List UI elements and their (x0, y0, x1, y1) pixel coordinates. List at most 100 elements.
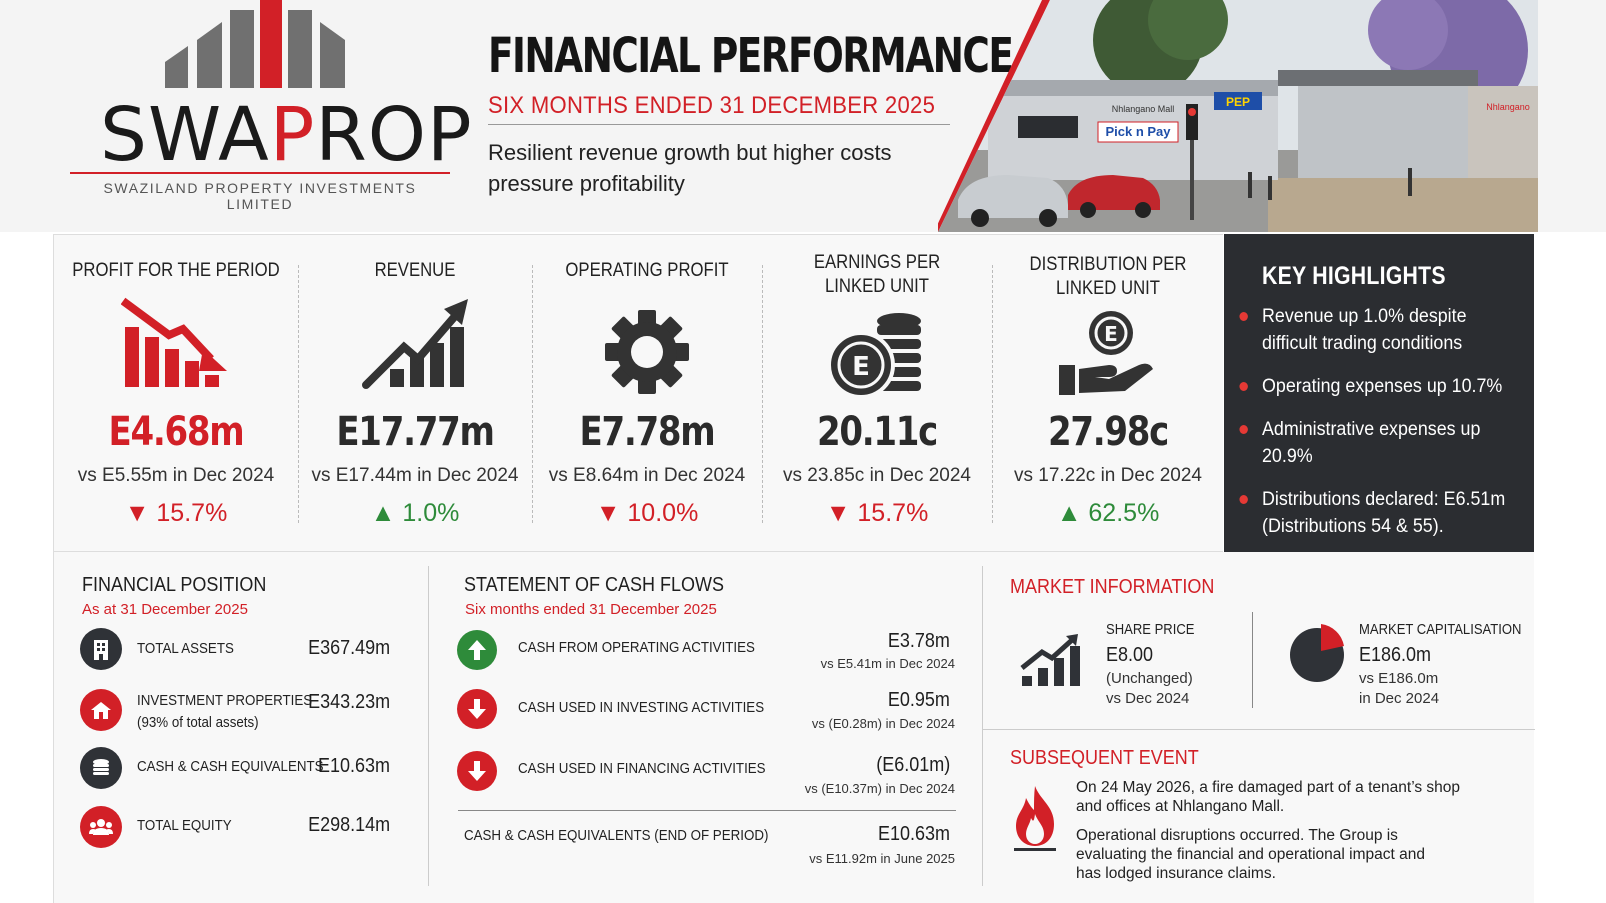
metric-label: OPERATING PROFIT (546, 259, 748, 283)
highlight-item: Operating expenses up 10.7% (1239, 373, 1525, 400)
market-cap-label: MARKET CAPITALISATION (1359, 622, 1522, 638)
investment-properties-note: (93% of total assets) (137, 715, 259, 731)
cash-financing-label: CASH USED IN FINANCING ACTIVITIES (518, 761, 766, 777)
tagline: Resilient revenue growth but higher cost… (488, 137, 958, 199)
share-price-chart-icon (1020, 634, 1080, 686)
total-assets-value: E367.49m (307, 637, 390, 659)
metric-earnings-per-linked-unit: EARNINGS PER LINKED UNIT E 20.11c vs 23.… (762, 235, 992, 553)
metric-compare: vs E17.44m in Dec 2024 (311, 465, 519, 486)
hand-coin-icon: E (1059, 311, 1153, 395)
investment-properties-value: E343.23m (307, 691, 390, 713)
key-metrics-panel: PROFIT FOR THE PERIOD E4.68m vs E5.55m i… (53, 234, 1223, 552)
metric-change-value: 10.0% (627, 499, 699, 527)
total-assets-label: TOTAL ASSETS (137, 641, 234, 657)
metric-label-line-2: LINKED UNIT (824, 276, 930, 297)
cash-operating-compare: vs E5.41m in Dec 2024 (820, 656, 955, 671)
title-block: FINANCIAL PERFORMANCE SIX MONTHS ENDED 3… (488, 28, 1014, 199)
financial-position-title: FINANCIAL POSITION (82, 574, 267, 596)
metric-revenue: REVENUE E17.77m vs E17.44m in Dec 2024 ▲… (298, 235, 532, 553)
market-cap-value: E186.0m (1359, 644, 1432, 666)
key-highlights-panel: KEY HIGHLIGHTS Revenue up 1.0% despite d… (1224, 234, 1534, 552)
metric-change-value: 15.7% (156, 499, 228, 527)
metric-change: ▲ 1.0% (298, 499, 532, 528)
metric-value: E4.68m (108, 409, 245, 455)
metric-change-value: 1.0% (402, 499, 460, 527)
metric-change: ▼ 15.7% (762, 499, 992, 528)
brand-wordmark: SWAPROP (100, 92, 472, 178)
metric-divider (992, 265, 993, 523)
coins-icon (80, 747, 122, 789)
market-information-title: MARKET INFORMATION (1010, 576, 1215, 598)
cash-financing-value: (E6.01m) (875, 754, 950, 776)
arrow-up-icon (457, 630, 497, 670)
metric-label: PROFIT FOR THE PERIOD (69, 259, 284, 283)
investment-properties-label: INVESTMENT PROPERTIES (137, 693, 313, 709)
title-divider (488, 124, 950, 125)
event-para2-line-3: has lodged insurance claims. (1076, 865, 1276, 882)
metric-profit: PROFIT FOR THE PERIOD E4.68m vs E5.55m i… (54, 235, 298, 553)
cash-financing-compare: vs (E10.37m) in Dec 2024 (804, 781, 955, 796)
swaprop-logo: SWAPROP SWAZILAND PROPERTY INVESTMENTS L… (60, 0, 472, 220)
market-cap-note: vs E186.0m in Dec 2024 (1359, 669, 1499, 709)
metric-label: EARNINGS PER LINKED UNIT (776, 251, 978, 299)
gear-icon (605, 310, 689, 394)
page-subtitle: SIX MONTHS ENDED 31 DECEMBER 2025 (488, 92, 936, 119)
cash-flows-title: STATEMENT OF CASH FLOWS (464, 574, 725, 596)
metric-label: REVENUE (312, 259, 518, 283)
metric-divider (298, 265, 299, 523)
event-para1-line-1: On 24 May 2026, a fire damaged part of a… (1076, 779, 1461, 796)
people-icon (80, 806, 122, 848)
picknpay-sign: Pick n Pay (1105, 124, 1171, 139)
highlight-item: Revenue up 1.0% despite difficult tradin… (1239, 303, 1525, 357)
metric-distribution-per-linked-unit: DISTRIBUTION PER LINKED UNIT E 27.98c vs… (992, 235, 1224, 553)
market-cap-note-line-1: vs E186.0m (1359, 670, 1439, 687)
key-highlights-title: KEY HIGHLIGHTS (1262, 262, 1446, 290)
svg-text:E: E (852, 352, 870, 382)
house-icon (80, 689, 122, 731)
metric-change: ▼ 15.7% (54, 499, 298, 528)
metric-label-line-2: LINKED UNIT (1055, 278, 1161, 299)
metric-change: ▼ 10.0% (532, 499, 762, 528)
event-para2-line-2: evaluating the financial and operational… (1076, 846, 1425, 863)
share-price-note-line-1: (Unchanged) (1106, 670, 1193, 687)
market-cap-note-line-2: in Dec 2024 (1359, 690, 1440, 707)
metric-divider (532, 265, 533, 523)
share-price-value: E8.00 (1106, 644, 1154, 666)
cash-end-compare: vs E11.92m in June 2025 (809, 851, 955, 866)
building-icon (80, 628, 122, 670)
market-divider (1252, 612, 1253, 708)
metric-label-line-1: PROFIT FOR THE PERIOD (72, 260, 280, 281)
column-divider (428, 566, 429, 886)
metric-change-value: 15.7% (857, 499, 929, 527)
share-price-note-line-2: vs Dec 2024 (1106, 690, 1190, 707)
arrow-down-icon (457, 689, 497, 729)
cash-equivalents-value: E10.63m (317, 755, 390, 777)
cash-operating-value: E3.78m (887, 630, 950, 652)
market-cap-pie-icon (1290, 624, 1344, 682)
subsequent-event-title: SUBSEQUENT EVENT (1010, 747, 1199, 769)
subsequent-event-paragraph-2: Operational disruptions occurred. The Gr… (1076, 826, 1496, 883)
building-bars-logo-icon (165, 0, 345, 88)
metric-compare: vs 17.22c in Dec 2024 (1013, 465, 1202, 486)
cash-investing-compare: vs (E0.28m) in Dec 2024 (811, 716, 955, 731)
share-price-label: SHARE PRICE (1106, 622, 1195, 638)
key-highlights-list: Revenue up 1.0% despite difficult tradin… (1239, 303, 1534, 540)
growth-chart-icon (362, 299, 468, 389)
metric-value: 20.11c (816, 409, 938, 455)
down-triangle-icon: ▼ (825, 499, 851, 527)
highlight-item: Distributions declared: E6.51m (Distribu… (1239, 486, 1525, 540)
mall-photo: PEP Pick n Pay Nhlangano Mall Nhlangano (938, 0, 1538, 232)
metric-label-line-1: OPERATING PROFIT (565, 260, 729, 281)
report-header: SWAPROP SWAZILAND PROPERTY INVESTMENTS L… (0, 0, 1606, 232)
declining-bars-icon (121, 297, 227, 387)
cash-operating-label: CASH FROM OPERATING ACTIVITIES (518, 640, 755, 656)
down-triangle-icon: ▼ (124, 499, 150, 527)
event-para2-line-1: Operational disruptions occurred. The Gr… (1076, 827, 1398, 844)
bottom-section: FINANCIAL POSITION As at 31 December 202… (53, 552, 1535, 903)
down-triangle-icon: ▼ (595, 499, 621, 527)
total-equity-value: E298.14m (307, 814, 390, 836)
fire-icon (1014, 786, 1056, 851)
metric-compare: vs 23.85c in Dec 2024 (782, 465, 971, 486)
cash-flows-subtitle: Six months ended 31 December 2025 (465, 601, 717, 618)
metric-label-line-1: EARNINGS PER (813, 252, 941, 273)
